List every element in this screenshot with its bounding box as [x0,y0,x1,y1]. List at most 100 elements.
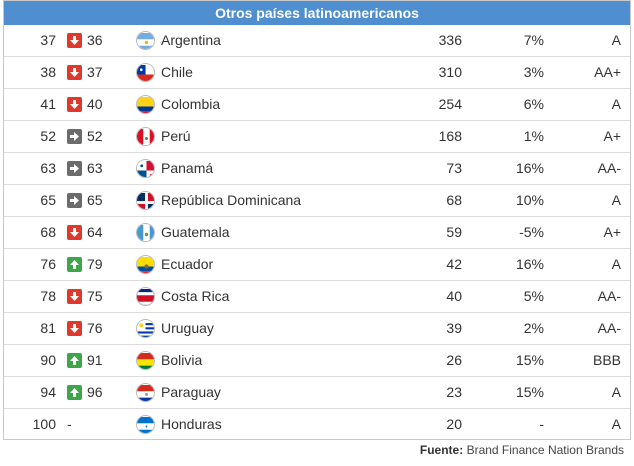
rating: A [611,192,621,208]
value-change: 1% [523,128,544,144]
argentina-flag-icon [136,31,155,50]
country-name: Uruguay [161,320,214,336]
rating: A [611,32,621,48]
rank: 38 [40,64,56,80]
previous-rank: 91 [87,352,103,368]
arrow-up-icon [67,385,82,400]
costa-rica-flag-icon [136,287,155,306]
value-change: - [539,416,544,432]
guatemala-flag-icon [136,223,155,242]
source-note: Fuente: Brand Finance Nation Brands [420,443,624,457]
value-change: -5% [519,224,544,240]
uruguay-flag-icon [136,319,155,338]
table-row: 68 64 Guatemala 59 -5% A+ [4,217,630,249]
value-change: 2% [523,320,544,336]
source-text: Brand Finance Nation Brands [466,443,624,457]
rank: 78 [40,288,56,304]
brand-value: 336 [438,32,462,48]
country-name: República Dominicana [161,192,302,208]
rank: 37 [40,32,56,48]
rank: 52 [40,128,56,144]
brand-value: 40 [446,288,462,304]
country-name: Chile [161,64,193,80]
table-row: 65 65 República Dominicana 68 10% A [4,185,630,217]
value-change: 15% [515,384,544,400]
country-name: Perú [161,128,191,144]
country-name: Bolivia [161,352,203,368]
arrow-down-icon [67,289,82,304]
previous-rank: 79 [87,256,103,272]
rank: 94 [40,384,56,400]
chile-flag-icon [136,63,155,82]
country-name: Argentina [161,32,221,48]
previous-rank: 96 [87,384,103,400]
rank: 90 [40,352,56,368]
arrow-right-icon [67,193,82,208]
arrow-right-icon [67,129,82,144]
rating: AA+ [594,64,621,80]
rating: BBB [592,352,621,368]
arrow-down-icon [67,65,82,80]
brand-value: 73 [446,160,462,176]
rating: A+ [603,224,621,240]
brand-value: 59 [446,224,462,240]
table-row: 76 79 Ecuador 42 16% A [4,249,630,281]
arrow-right-icon [67,161,82,176]
honduras-flag-icon [136,415,155,434]
table-row: 37 36 Argentina 336 7% A [4,25,630,57]
paraguay-flag-icon [136,383,155,402]
previous-rank: 76 [87,320,103,336]
country-name: Ecuador [161,256,214,272]
brand-value: 23 [446,384,462,400]
arrow-up-icon [67,353,82,368]
table-row: 78 75 Costa Rica 40 5% AA- [4,281,630,313]
brand-value: 68 [446,192,462,208]
table-body: 37 36 Argentina 336 7% A 38 37 Chile 310… [4,25,630,439]
arrow-down-icon [67,225,82,240]
previous-rank: 40 [87,96,103,112]
rank: 65 [40,192,56,208]
value-change: 16% [515,160,544,176]
country-name: Costa Rica [161,288,230,304]
value-change: 10% [515,192,544,208]
previous-rank: 37 [87,64,103,80]
country-name: Paraguay [161,384,221,400]
rating: AA- [597,320,621,336]
table-row: 94 96 Paraguay 23 15% A [4,377,630,409]
table-row: 90 91 Bolivia 26 15% BBB [4,345,630,377]
previous-rank: 65 [87,192,103,208]
rating: AA- [597,160,621,176]
rank: 68 [40,224,56,240]
previous-rank: - [67,416,72,432]
arrow-up-icon [67,257,82,272]
brand-value: 310 [438,64,462,80]
brand-value: 20 [446,416,462,432]
brand-value: 42 [446,256,462,272]
source-label: Fuente: [419,443,464,457]
country-name: Honduras [161,416,222,432]
rating: A [611,96,621,112]
arrow-down-icon [67,97,82,112]
panama-flag-icon [136,159,155,178]
table-row: 63 63 Panamá 73 16% AA- [4,153,630,185]
peru-flag-icon [136,127,155,146]
ranking-table: Otros países latinoamericanos 37 36 Arge… [3,0,631,440]
country-name: Panamá [161,160,214,176]
previous-rank: 63 [87,160,103,176]
rank: 41 [40,96,56,112]
rank: 76 [40,256,56,272]
value-change: 3% [523,64,544,80]
table-row: 81 76 Uruguay 39 2% AA- [4,313,630,345]
rating: A [611,384,621,400]
brand-value: 254 [438,96,462,112]
arrow-down-icon [67,321,82,336]
arrow-down-icon [67,33,82,48]
brand-value: 39 [446,320,462,336]
previous-rank: 75 [87,288,103,304]
rank: 81 [40,320,56,336]
previous-rank: 64 [87,224,103,240]
previous-rank: 36 [87,32,103,48]
rank: 63 [40,160,56,176]
brand-value: 26 [446,352,462,368]
previous-rank: 52 [87,128,103,144]
